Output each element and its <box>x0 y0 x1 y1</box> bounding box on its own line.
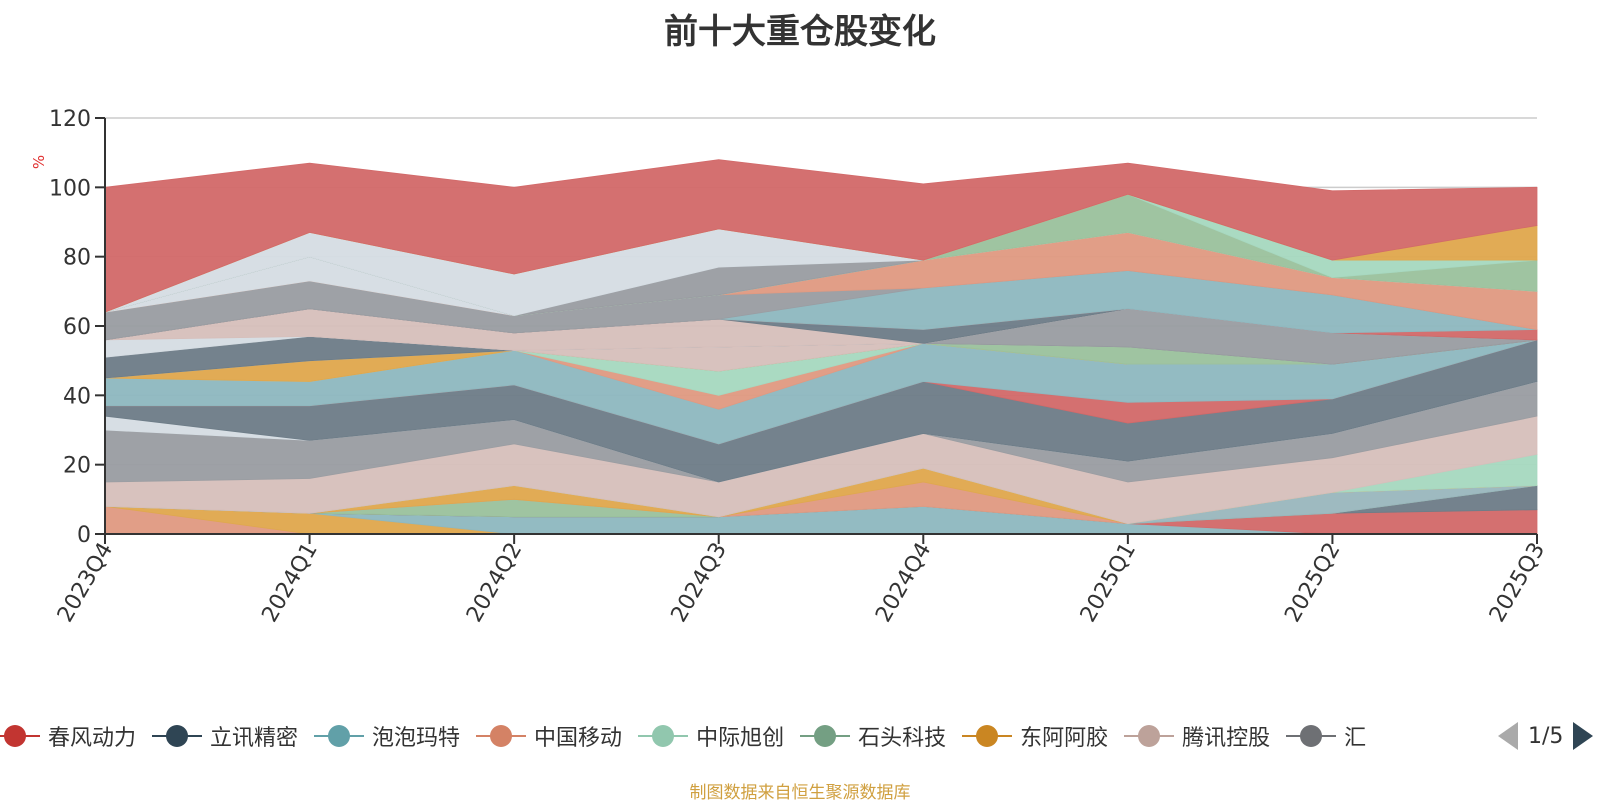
area-band-37 <box>104 159 1538 313</box>
legend-prev-page-icon[interactable] <box>1498 722 1518 750</box>
legend-item[interactable]: 中国移动 <box>476 716 622 756</box>
y-tick-label: 40 <box>63 384 91 409</box>
x-tick-label: 2024Q2 <box>462 539 527 627</box>
legend-item[interactable]: 石头科技 <box>800 716 946 756</box>
legend-page-indicator: 1/5 <box>1528 723 1564 749</box>
legend-marker-icon <box>0 723 40 749</box>
legend-marker-icon <box>1286 723 1337 749</box>
legend-marker-dot <box>652 725 675 747</box>
legend-marker-dot <box>166 725 189 747</box>
legend-marker-icon <box>1124 723 1175 749</box>
y-tick-label: 60 <box>63 315 91 340</box>
y-axis-unit-label: % <box>30 155 48 169</box>
x-tick-label: 2024Q1 <box>257 539 322 627</box>
legend-item[interactable]: 泡泡玛特 <box>314 716 460 756</box>
x-tick-label: 2025Q2 <box>1280 539 1345 627</box>
legend-marker-dot <box>328 725 351 747</box>
x-tick-label: 2023Q4 <box>53 539 118 627</box>
legend-marker-icon <box>962 723 1013 749</box>
y-tick-labels: 0 20 40 60 80 100 120 <box>49 107 105 548</box>
legend-label: 石头科技 <box>858 726 947 751</box>
legend-items: 春风动力 立讯精密 泡泡玛特 中国移动 中际旭创 石头科技 东阿阿胶 腾讯控股 汇 <box>0 716 1500 756</box>
legend-item[interactable]: 立讯精密 <box>152 716 298 756</box>
x-tick-labels: 2023Q4 2024Q1 2024Q2 2024Q3 2024Q4 2025Q1 2025… <box>53 534 1550 627</box>
y-tick-label: 80 <box>63 246 91 271</box>
legend-pager: 1/5 <box>1498 718 1594 754</box>
legend-item[interactable]: 腾讯控股 <box>1124 716 1270 756</box>
legend-marker-icon <box>638 723 689 749</box>
legend-item[interactable]: 东阿阿胶 <box>962 716 1108 756</box>
chart-title: 前十大重仓股变化 <box>664 12 936 52</box>
legend: 春风动力 立讯精密 泡泡玛特 中国移动 中际旭创 石头科技 东阿阿胶 腾讯控股 汇 <box>0 716 1500 756</box>
legend-item[interactable]: 中际旭创 <box>638 716 784 756</box>
legend-label: 汇 <box>1344 726 1367 751</box>
legend-marker-icon <box>314 723 365 749</box>
x-tick-label: 2024Q4 <box>871 539 936 627</box>
legend-label: 中际旭创 <box>696 726 785 751</box>
legend-label: 立讯精密 <box>210 726 299 751</box>
legend-item[interactable]: 春风动力 <box>0 716 136 756</box>
legend-marker-dot <box>1138 725 1161 747</box>
y-tick-label: 100 <box>49 176 91 201</box>
y-tick-label: 20 <box>63 454 91 479</box>
legend-marker-dot <box>814 725 837 747</box>
legend-label: 泡泡玛特 <box>372 726 461 751</box>
legend-marker-dot <box>490 725 513 747</box>
y-tick-label: 120 <box>49 107 91 132</box>
x-tick-label: 2025Q3 <box>1485 539 1550 627</box>
legend-marker-icon <box>152 723 203 749</box>
legend-marker-icon <box>800 723 851 749</box>
legend-marker-dot <box>976 725 999 747</box>
legend-item[interactable]: 汇 <box>1286 716 1366 756</box>
data-source-note: 制图数据来自恒生聚源数据库 <box>689 783 911 803</box>
legend-marker-dot <box>1300 725 1323 747</box>
legend-label: 春风动力 <box>48 726 137 751</box>
legend-label: 东阿阿胶 <box>1020 726 1109 751</box>
legend-label: 腾讯控股 <box>1182 726 1271 751</box>
x-tick-label: 2024Q3 <box>667 539 732 627</box>
x-tick-label: 2025Q1 <box>1076 539 1141 627</box>
legend-marker-dot <box>4 725 26 747</box>
area-series <box>104 159 1538 535</box>
legend-label: 中国移动 <box>534 726 623 751</box>
legend-marker-icon <box>476 723 527 749</box>
legend-next-page-icon[interactable] <box>1573 722 1594 750</box>
y-tick-label: 0 <box>77 523 91 548</box>
